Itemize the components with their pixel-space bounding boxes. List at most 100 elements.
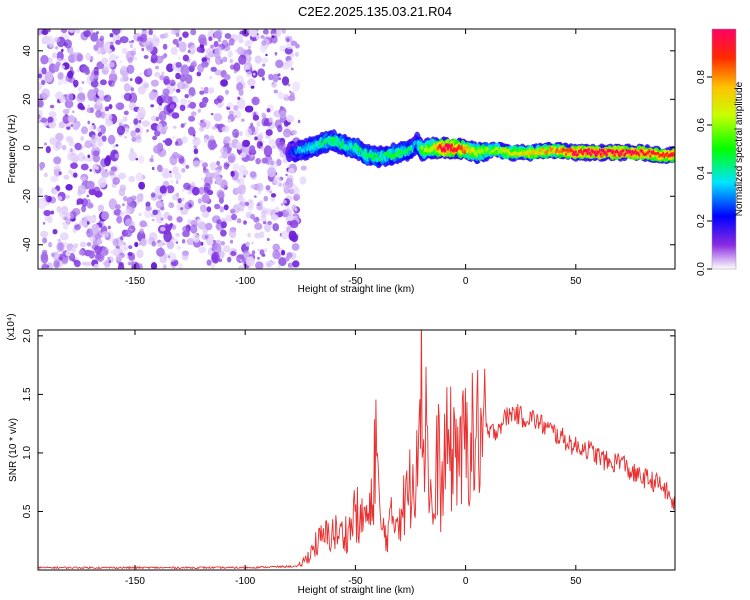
noise-speck — [120, 65, 127, 71]
y-tick-label: 0 — [22, 145, 33, 151]
noise-speck — [86, 202, 94, 209]
noise-speck — [175, 72, 181, 80]
colorbar-tick-label: 0.0 — [696, 262, 707, 276]
noise-speck — [131, 39, 135, 43]
noise-speck — [61, 48, 64, 53]
ridge-blob — [302, 145, 305, 150]
noise-speck — [289, 220, 299, 229]
x-tick-label: -150 — [125, 276, 145, 287]
ridge-blob — [574, 150, 577, 154]
figure-title: C2E2.2025.135.03.21.R04 — [298, 4, 452, 19]
noise-speck — [64, 39, 72, 49]
noise-speck — [75, 222, 78, 226]
noise-speck — [48, 241, 53, 248]
noise-speck — [251, 96, 260, 106]
noise-speck — [122, 116, 128, 122]
noise-speck — [238, 37, 244, 44]
noise-speck — [286, 252, 293, 259]
noise-speck — [215, 55, 222, 65]
noise-speck — [164, 223, 169, 229]
noise-speck — [86, 242, 92, 247]
noise-speck — [83, 30, 91, 38]
noise-speck — [169, 104, 175, 110]
noise-speck — [181, 188, 185, 192]
noise-speck — [247, 232, 252, 238]
noise-speck — [136, 193, 144, 203]
ridge-blob — [572, 150, 575, 154]
noise-speck — [74, 260, 81, 268]
ridge-blob — [543, 148, 546, 152]
noise-speck — [196, 217, 202, 225]
noise-speck — [175, 88, 181, 93]
colorbar: 0.0 0.2 0.4 0.6 0.8 Normalized spectral ampl… — [696, 28, 745, 276]
noise-speck — [40, 230, 49, 238]
noise-speck — [73, 172, 78, 178]
noise-speck — [130, 261, 135, 266]
noise-speck — [38, 100, 44, 108]
noise-speck — [234, 187, 243, 194]
noise-speck — [222, 56, 228, 63]
noise-speck — [49, 137, 57, 145]
noise-speck — [205, 171, 212, 178]
noise-speck — [182, 230, 190, 238]
snr-x-label: Height of straight line (km) — [298, 585, 415, 596]
noise-speck — [267, 167, 276, 178]
noise-speck — [132, 134, 137, 138]
noise-speck — [271, 144, 277, 150]
x-tick-label: -100 — [235, 276, 255, 287]
noise-speck — [210, 66, 217, 72]
noise-speck — [104, 259, 108, 264]
noise-speck — [283, 128, 292, 138]
noise-speck — [41, 39, 47, 45]
snr-y-label: SNR (10 * v/v) — [8, 418, 19, 482]
noise-speck — [78, 249, 85, 256]
noise-speck — [215, 223, 221, 229]
noise-speck — [226, 102, 234, 108]
noise-speck — [282, 212, 289, 218]
ridge-blob — [319, 140, 321, 145]
noise-speck — [115, 254, 123, 262]
noise-speck — [281, 29, 287, 34]
noise-speck — [115, 104, 119, 107]
noise-speck — [43, 142, 48, 146]
noise-speck — [263, 145, 273, 157]
noise-speck — [112, 177, 120, 185]
ridge-blob — [460, 145, 463, 150]
noise-speck — [109, 33, 114, 38]
noise-speck — [68, 169, 73, 175]
noise-speck — [58, 256, 63, 262]
spectrogram-y-label: Frequency (Hz) — [7, 115, 18, 184]
noise-speck — [272, 29, 277, 33]
noise-speck — [237, 97, 246, 110]
noise-speck — [223, 136, 232, 144]
noise-speck — [214, 203, 221, 210]
noise-speck — [247, 78, 256, 87]
noise-speck — [251, 154, 254, 157]
noise-speck — [192, 160, 201, 168]
noise-speck — [181, 252, 189, 261]
ridge-blob — [417, 140, 420, 145]
noise-speck — [70, 162, 78, 169]
noise-speck — [128, 245, 133, 250]
noise-speck — [86, 194, 90, 198]
noise-speck — [253, 195, 257, 198]
ridge-blob — [579, 148, 582, 152]
noise-speck — [225, 89, 229, 95]
noise-speck — [42, 221, 46, 225]
noise-speck — [203, 86, 209, 94]
noise-speck — [185, 74, 193, 84]
noise-speck — [38, 73, 42, 79]
noise-speck — [276, 158, 282, 166]
noise-speck — [196, 71, 202, 77]
noise-speck — [275, 59, 284, 69]
noise-speck — [172, 152, 179, 159]
noise-speck — [175, 61, 182, 68]
noise-speck — [81, 261, 87, 266]
noise-speck — [101, 231, 109, 238]
x-tick-label: 50 — [570, 276, 582, 287]
noise-speck — [265, 129, 273, 136]
noise-speck — [242, 169, 249, 176]
noise-speck — [100, 167, 105, 170]
noise-speck — [107, 225, 111, 230]
ridge-blob — [379, 157, 382, 162]
